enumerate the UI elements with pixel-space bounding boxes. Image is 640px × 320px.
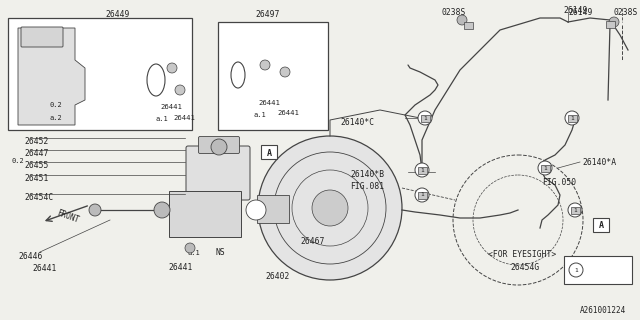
Circle shape	[167, 63, 177, 73]
Circle shape	[89, 204, 101, 216]
Text: 0238S: 0238S	[442, 8, 467, 17]
Circle shape	[211, 139, 227, 155]
Text: 26441: 26441	[160, 104, 182, 110]
Text: FIG.050: FIG.050	[542, 178, 576, 187]
FancyBboxPatch shape	[417, 166, 426, 173]
Text: 26455: 26455	[24, 161, 49, 170]
Circle shape	[609, 17, 619, 27]
Circle shape	[185, 243, 195, 253]
Circle shape	[538, 161, 552, 175]
Text: 1: 1	[543, 165, 547, 171]
FancyBboxPatch shape	[568, 115, 577, 122]
Text: 26402: 26402	[265, 272, 289, 281]
Text: 0.2: 0.2	[12, 158, 25, 164]
FancyBboxPatch shape	[593, 218, 609, 232]
FancyBboxPatch shape	[186, 146, 250, 200]
Text: 26497: 26497	[255, 10, 280, 19]
Circle shape	[312, 190, 348, 226]
Text: 1: 1	[420, 167, 424, 172]
Text: 0.2: 0.2	[50, 102, 63, 108]
Circle shape	[457, 15, 467, 25]
Text: 26441: 26441	[168, 263, 193, 272]
Text: 0238S: 0238S	[614, 8, 638, 17]
Text: a.2: a.2	[50, 115, 63, 121]
Text: 26454G: 26454G	[510, 263, 540, 272]
FancyBboxPatch shape	[261, 145, 277, 159]
FancyBboxPatch shape	[198, 137, 239, 154]
Text: <FOR EYESIGHT>: <FOR EYESIGHT>	[488, 250, 556, 259]
Text: 1: 1	[574, 268, 578, 273]
Text: 26467: 26467	[300, 237, 324, 246]
Text: 1: 1	[423, 116, 427, 121]
Text: A: A	[266, 148, 271, 157]
Text: 26449: 26449	[105, 10, 129, 19]
Text: 26446: 26446	[18, 252, 42, 261]
FancyBboxPatch shape	[541, 164, 550, 172]
Text: A: A	[598, 221, 604, 230]
Text: a.1: a.1	[155, 116, 168, 122]
Circle shape	[415, 163, 429, 177]
Text: 26452: 26452	[24, 137, 49, 146]
Polygon shape	[18, 28, 85, 125]
Circle shape	[154, 202, 170, 218]
Text: 26441: 26441	[173, 115, 195, 121]
Circle shape	[569, 263, 583, 277]
Text: 26441: 26441	[258, 100, 280, 106]
Circle shape	[568, 203, 582, 217]
Text: NS: NS	[215, 248, 225, 257]
FancyBboxPatch shape	[417, 191, 426, 198]
Text: 26441: 26441	[277, 110, 299, 116]
Text: 26454C: 26454C	[24, 193, 53, 202]
FancyBboxPatch shape	[8, 18, 192, 130]
FancyBboxPatch shape	[564, 256, 632, 284]
FancyBboxPatch shape	[570, 206, 579, 213]
Circle shape	[415, 188, 429, 202]
Text: FRONT: FRONT	[55, 208, 80, 224]
Text: a.1: a.1	[254, 112, 267, 118]
Text: 26149: 26149	[563, 6, 588, 15]
Text: 1: 1	[573, 207, 577, 212]
Circle shape	[175, 85, 185, 95]
Text: 26149: 26149	[568, 8, 593, 17]
Text: FIG.081: FIG.081	[350, 182, 384, 191]
FancyBboxPatch shape	[463, 21, 472, 28]
FancyBboxPatch shape	[218, 22, 328, 130]
Text: a.1: a.1	[188, 250, 201, 256]
Circle shape	[260, 60, 270, 70]
Circle shape	[246, 200, 266, 220]
Text: 26140*A: 26140*A	[582, 158, 616, 167]
Text: 26140*C: 26140*C	[340, 118, 374, 127]
Text: 26140*B: 26140*B	[350, 170, 384, 179]
Circle shape	[565, 111, 579, 125]
Circle shape	[258, 136, 402, 280]
Text: 0923S: 0923S	[588, 264, 612, 273]
Text: 1: 1	[570, 116, 574, 121]
Text: A261001224: A261001224	[580, 306, 627, 315]
FancyBboxPatch shape	[257, 195, 289, 223]
FancyBboxPatch shape	[420, 115, 429, 122]
Text: 1: 1	[420, 193, 424, 197]
Circle shape	[280, 67, 290, 77]
FancyBboxPatch shape	[605, 20, 614, 28]
FancyBboxPatch shape	[169, 191, 241, 237]
FancyBboxPatch shape	[21, 27, 63, 47]
Circle shape	[418, 111, 432, 125]
Text: 26441: 26441	[32, 264, 56, 273]
Text: 26451: 26451	[24, 174, 49, 183]
Text: 26447: 26447	[24, 149, 49, 158]
